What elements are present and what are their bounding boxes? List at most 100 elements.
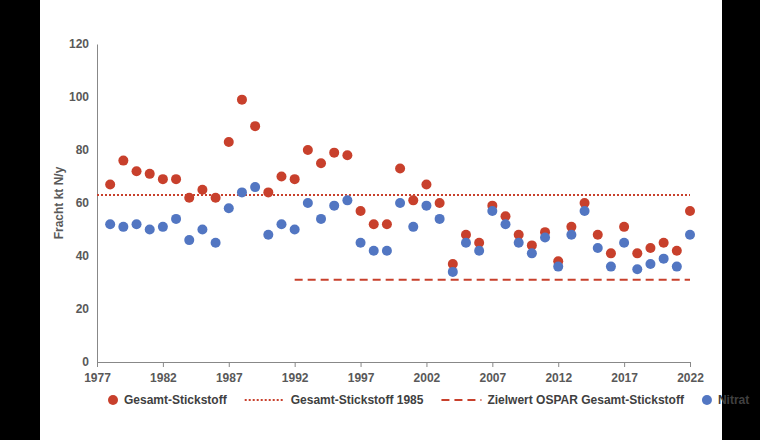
point <box>461 238 471 248</box>
point <box>224 137 234 147</box>
point <box>250 182 260 192</box>
x-tick-mark <box>163 362 164 367</box>
x-tick-mark <box>97 362 98 367</box>
point <box>211 193 221 203</box>
point <box>197 225 207 235</box>
x-tick-label: 1992 <box>282 371 309 385</box>
x-tick: 2012 <box>545 362 572 385</box>
point <box>659 238 669 248</box>
point <box>263 230 273 240</box>
point <box>632 264 642 274</box>
x-tick-mark <box>361 362 362 367</box>
point <box>395 164 405 174</box>
point <box>514 238 524 248</box>
point <box>132 219 142 229</box>
point <box>435 198 445 208</box>
legend-item: Zielwert OSPAR Gesamt-Stickstoff <box>441 393 684 407</box>
point <box>316 214 326 224</box>
point <box>474 246 484 256</box>
y-tick: 20 <box>76 302 97 316</box>
point <box>145 169 155 179</box>
point <box>303 198 313 208</box>
x-tick-mark <box>492 362 493 367</box>
point <box>105 219 115 229</box>
y-axis-title: Fracht kt N/y <box>52 166 66 239</box>
point <box>290 225 300 235</box>
point <box>329 201 339 211</box>
point <box>316 158 326 168</box>
point <box>329 148 339 158</box>
x-tick: 2022 <box>677 362 704 385</box>
point <box>356 206 366 216</box>
point <box>250 121 260 131</box>
x-tick: 1997 <box>348 362 375 385</box>
point <box>593 230 603 240</box>
y-tick-label: 0 <box>82 355 89 369</box>
x-tick-label: 2007 <box>479 371 506 385</box>
point <box>645 243 655 253</box>
legend-label: Gesamt-Stickstoff <box>124 393 228 407</box>
x-tick: 2017 <box>611 362 638 385</box>
point <box>685 206 695 216</box>
point <box>672 262 682 272</box>
legend-item: Nitrat <box>702 393 749 407</box>
x-tick-label: 2002 <box>414 371 441 385</box>
point <box>369 246 379 256</box>
x-tick-label: 1977 <box>84 371 111 385</box>
point <box>118 222 128 232</box>
background <box>40 0 722 440</box>
point <box>421 179 431 189</box>
point <box>276 172 286 182</box>
point <box>224 203 234 213</box>
point <box>540 232 550 242</box>
legend-swatch <box>702 395 712 405</box>
point <box>158 174 168 184</box>
point <box>632 248 642 258</box>
legend-item: Gesamt-Stickstoff 1985 <box>245 393 424 407</box>
point <box>197 185 207 195</box>
point <box>659 254 669 264</box>
point <box>263 187 273 197</box>
point <box>237 187 247 197</box>
legend-label: Zielwert OSPAR Gesamt-Stickstoff <box>487 393 684 407</box>
point <box>606 248 616 258</box>
point <box>527 248 537 258</box>
legend: Gesamt-Stickstoff Gesamt-Stickstoff 1985 Z… <box>108 393 749 407</box>
point <box>369 219 379 229</box>
x-tick-label: 1997 <box>348 371 375 385</box>
x-tick-mark <box>690 362 691 367</box>
point <box>356 238 366 248</box>
y-tick: 60 <box>76 196 97 210</box>
point <box>171 174 181 184</box>
y-tick: 40 <box>76 249 97 263</box>
point <box>435 214 445 224</box>
y-tick-label: 60 <box>76 196 90 210</box>
point <box>606 262 616 272</box>
y-tick: 120 <box>69 37 97 51</box>
x-tick: 1982 <box>150 362 177 385</box>
point <box>408 195 418 205</box>
y-axis: 020406080100120 <box>69 37 98 369</box>
point <box>566 230 576 240</box>
reference-line <box>97 194 690 196</box>
point <box>619 238 629 248</box>
y-tick-label: 40 <box>76 249 90 263</box>
point <box>553 262 563 272</box>
y-tick: 100 <box>69 90 97 104</box>
point <box>290 174 300 184</box>
point <box>382 246 392 256</box>
x-tick-mark <box>558 362 559 367</box>
point <box>276 219 286 229</box>
point <box>448 267 458 277</box>
legend-swatch <box>441 399 481 401</box>
chart: 1977198219871992199720022007201220172022… <box>0 0 760 440</box>
x-tick: 1992 <box>282 362 309 385</box>
point <box>408 222 418 232</box>
point <box>158 222 168 232</box>
point <box>145 225 155 235</box>
legend-label: Gesamt-Stickstoff 1985 <box>291 393 424 407</box>
point <box>342 195 352 205</box>
y-tick-label: 20 <box>76 302 90 316</box>
x-axis: 1977198219871992199720022007201220172022 <box>84 362 704 385</box>
point <box>487 206 497 216</box>
